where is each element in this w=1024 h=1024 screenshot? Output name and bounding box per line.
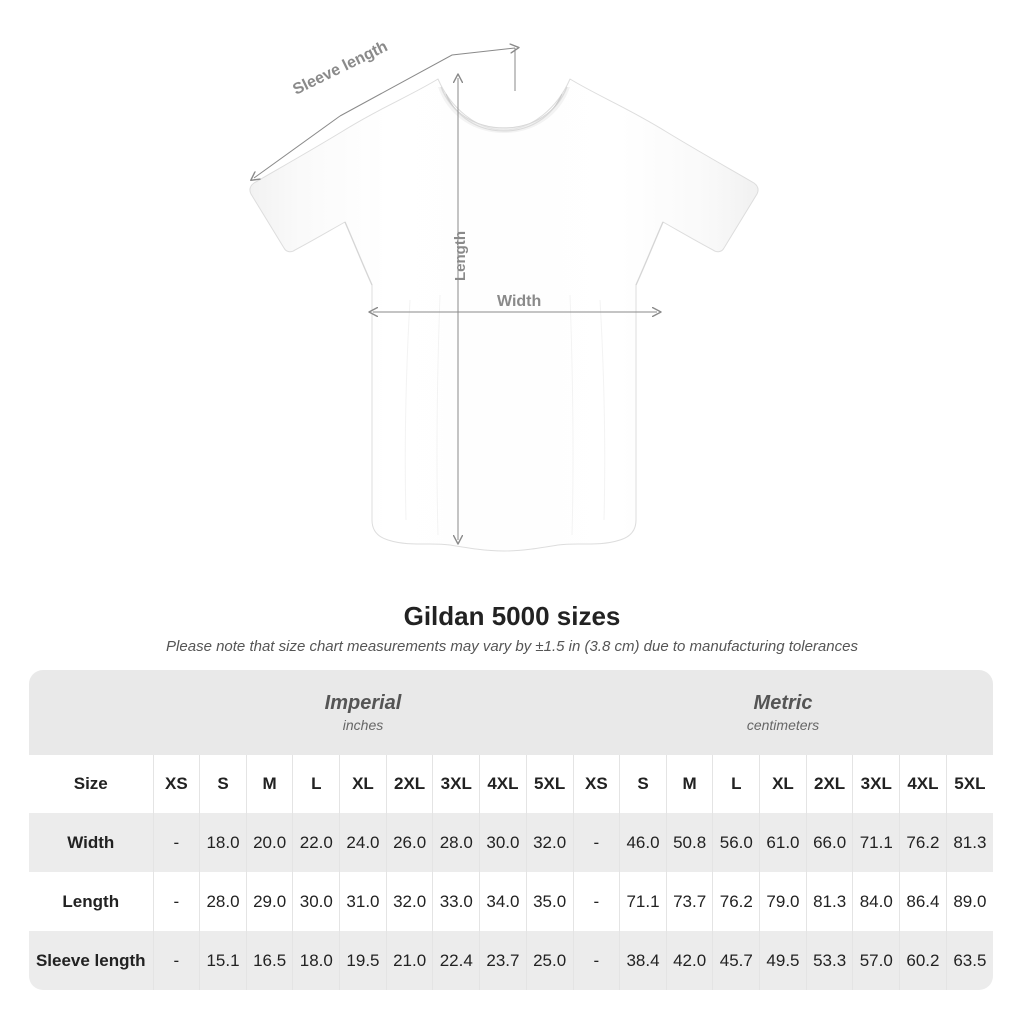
- svg-text:Length: Length: [452, 231, 469, 281]
- svg-text:Sleeve length: Sleeve length: [290, 38, 390, 99]
- svg-text:Width: Width: [497, 293, 541, 310]
